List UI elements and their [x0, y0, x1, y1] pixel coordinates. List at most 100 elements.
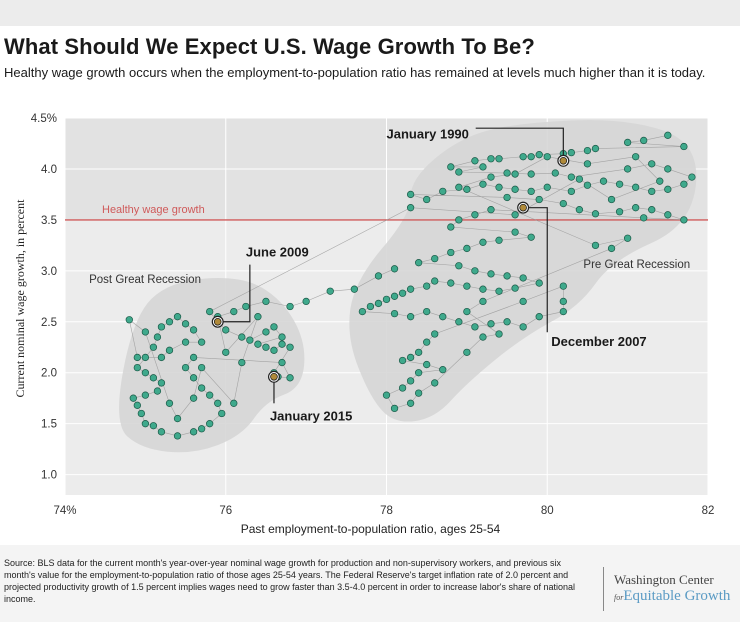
- healthy-wage-label: Healthy wage growth: [102, 204, 205, 216]
- data-point: [415, 369, 423, 377]
- region-label: Pre Great Recession: [583, 259, 690, 271]
- data-point: [591, 241, 600, 250]
- data-point: [165, 318, 174, 326]
- data-point: [511, 170, 519, 178]
- data-point: [398, 384, 407, 392]
- data-point: [664, 185, 672, 193]
- data-point: [189, 326, 198, 334]
- data-point: [591, 144, 600, 153]
- data-point: [503, 272, 511, 280]
- data-point: [487, 173, 495, 181]
- data-point: [575, 206, 584, 214]
- data-point: [455, 216, 463, 224]
- data-point: [262, 297, 270, 306]
- data-point: [664, 211, 672, 219]
- data-point: [640, 214, 648, 222]
- data-point: [559, 282, 567, 290]
- data-point: [153, 387, 162, 395]
- data-point: [680, 216, 688, 224]
- data-point: [583, 146, 592, 155]
- y-tick-label: 4.0: [41, 164, 57, 176]
- data-point: [519, 153, 527, 161]
- data-point: [439, 313, 447, 321]
- data-point: [479, 333, 487, 341]
- data-point: [648, 206, 656, 214]
- chart-subtitle: Healthy wage growth occurs when the empl…: [4, 65, 706, 80]
- data-point: [559, 297, 567, 306]
- annotation-label: January 1990: [387, 126, 469, 141]
- data-point: [406, 377, 415, 385]
- data-point: [535, 313, 543, 321]
- data-point: [238, 358, 246, 367]
- annotation-label: June 2009: [246, 245, 309, 260]
- data-point: [137, 409, 146, 418]
- data-point: [495, 236, 503, 244]
- data-point: [640, 136, 648, 145]
- x-tick-label: 80: [541, 505, 554, 517]
- data-point: [222, 326, 230, 334]
- data-point: [141, 391, 150, 399]
- data-point: [656, 177, 664, 185]
- data-point: [615, 180, 624, 188]
- post-recession-cluster: [119, 278, 305, 453]
- data-point: [197, 384, 206, 392]
- logo-line-2-text: Equitable Growth: [623, 588, 731, 604]
- data-point: [390, 309, 399, 318]
- data-point: [374, 299, 383, 308]
- data-point: [141, 420, 150, 428]
- data-point: [447, 279, 455, 287]
- data-point: [149, 374, 158, 382]
- data-point: [527, 170, 535, 178]
- data-point: [415, 259, 423, 267]
- data-point: [543, 153, 551, 161]
- y-axis-label: Current nominal wage growth, in percent: [13, 199, 27, 398]
- data-point: [173, 414, 182, 423]
- data-point: [149, 422, 158, 430]
- data-point: [527, 153, 535, 161]
- data-point: [463, 244, 471, 253]
- data-point: [431, 379, 439, 387]
- x-axis-label: Past employment-to-population ratio, age…: [241, 522, 501, 536]
- data-point: [423, 282, 431, 290]
- data-point: [278, 340, 286, 348]
- highlight-point: [559, 156, 568, 165]
- data-point: [495, 183, 503, 191]
- data-point: [270, 323, 278, 331]
- y-tick-label: 1.5: [41, 419, 57, 431]
- data-point: [157, 428, 166, 436]
- scatter-chart: Healthy wage growth Post Great Recession P…: [13, 113, 714, 536]
- data-point: [487, 270, 495, 278]
- data-point: [479, 180, 487, 188]
- highlight-point: [519, 203, 527, 212]
- data-point: [222, 348, 230, 357]
- region-label: Post Great Recession: [89, 274, 201, 286]
- data-point: [688, 173, 696, 181]
- data-point: [206, 420, 214, 428]
- data-point: [471, 157, 479, 165]
- data-point: [447, 223, 455, 231]
- data-point: [125, 316, 133, 324]
- data-point: [463, 307, 471, 316]
- data-point: [398, 356, 407, 365]
- data-point: [495, 287, 503, 295]
- data-point: [423, 338, 431, 346]
- data-point: [479, 238, 487, 246]
- data-point: [567, 148, 576, 157]
- data-point: [262, 328, 270, 336]
- data-point: [189, 428, 198, 436]
- data-point: [632, 153, 640, 161]
- data-point: [648, 160, 656, 168]
- data-point: [302, 297, 310, 306]
- annotation-leader: [475, 127, 564, 161]
- data-point: [406, 399, 415, 407]
- highlight-point: [213, 317, 222, 326]
- data-point: [479, 163, 487, 171]
- data-point: [463, 348, 471, 357]
- logo-for: for: [614, 593, 624, 602]
- y-tick-label: 1.0: [41, 470, 57, 482]
- data-point: [511, 284, 519, 292]
- data-point: [218, 409, 226, 418]
- source-note: Source: BLS data for the current month's…: [4, 558, 576, 604]
- data-point: [511, 185, 519, 193]
- data-point: [623, 234, 632, 242]
